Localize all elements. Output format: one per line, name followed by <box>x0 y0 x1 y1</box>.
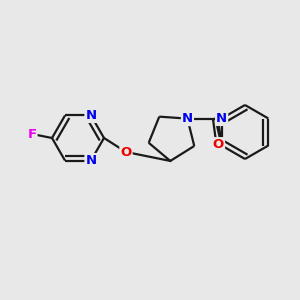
Text: N: N <box>182 112 193 125</box>
Text: N: N <box>216 112 227 125</box>
Text: F: F <box>27 128 37 140</box>
Text: N: N <box>85 154 97 167</box>
Text: O: O <box>213 138 224 151</box>
Text: O: O <box>120 146 132 158</box>
Text: N: N <box>85 109 97 122</box>
